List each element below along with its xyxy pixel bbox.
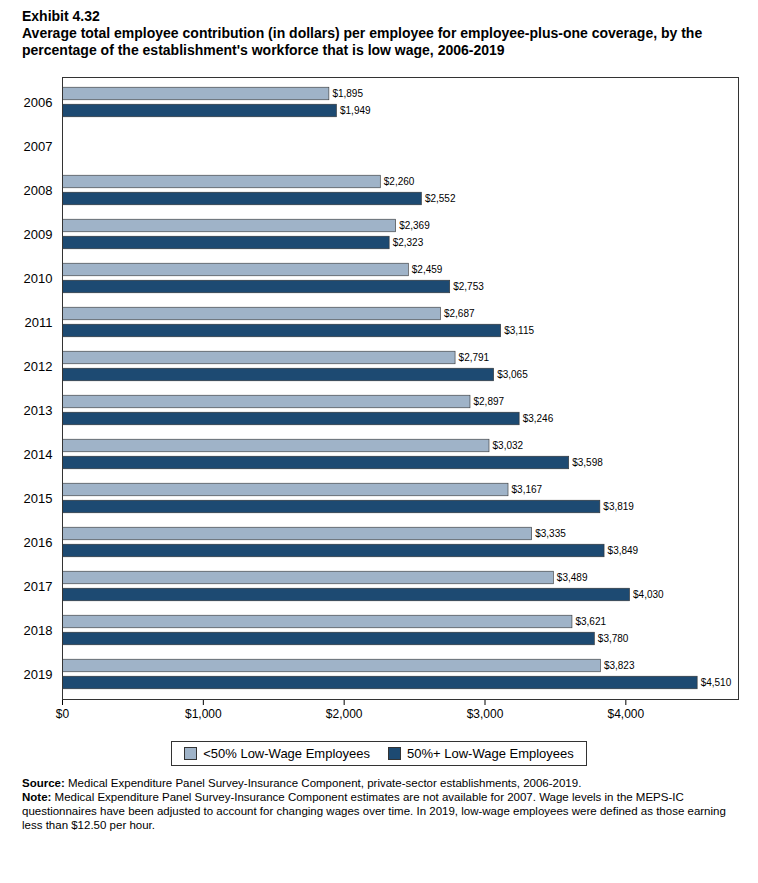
svg-text:$2,552: $2,552: [425, 193, 456, 204]
svg-text:$3,000: $3,000: [467, 707, 504, 721]
svg-text:$3,621: $3,621: [575, 616, 606, 627]
svg-text:2019: 2019: [24, 667, 53, 682]
svg-text:$3,823: $3,823: [604, 660, 635, 671]
svg-text:2015: 2015: [24, 491, 53, 506]
svg-text:$3,780: $3,780: [598, 633, 629, 644]
html-text:Source: Medical Expenditure Pa: Source: Medical Expenditure Panel Survey…: [22, 777, 582, 789]
svg-text:$3,489: $3,489: [557, 572, 588, 583]
svg-text:$4,000: $4,000: [607, 707, 644, 721]
svg-text:$3,849: $3,849: [608, 545, 639, 556]
svg-text:2010: 2010: [24, 271, 53, 286]
svg-text:$2,897: $2,897: [473, 396, 504, 407]
svg-text:$0: $0: [56, 707, 70, 721]
html-text:Exhibit 4.32: Exhibit 4.32: [22, 8, 100, 24]
html-text:Average total employee contrib: Average total employee contribution (in …: [22, 25, 703, 58]
svg-text:2007: 2007: [24, 139, 53, 154]
svg-text:2017: 2017: [24, 579, 53, 594]
svg-text:$3,032: $3,032: [493, 440, 524, 451]
svg-text:$4,030: $4,030: [633, 589, 664, 600]
svg-text:2008: 2008: [24, 183, 53, 198]
svg-text:2006: 2006: [24, 95, 53, 110]
svg-text:$2,791: $2,791: [459, 352, 490, 363]
svg-text:$2,323: $2,323: [393, 237, 424, 248]
svg-text:2012: 2012: [24, 359, 53, 374]
svg-text:$2,687: $2,687: [444, 308, 475, 319]
svg-text:$2,753: $2,753: [453, 281, 484, 292]
svg-text:2016: 2016: [24, 535, 53, 550]
svg-text:2014: 2014: [24, 447, 53, 462]
svg-text:$1,949: $1,949: [340, 105, 371, 116]
svg-text:$1,000: $1,000: [185, 707, 222, 721]
svg-text:$3,335: $3,335: [535, 528, 566, 539]
svg-text:2018: 2018: [24, 623, 53, 638]
svg-text:2013: 2013: [24, 403, 53, 418]
svg-text:$3,065: $3,065: [497, 369, 528, 380]
svg-text:$2,369: $2,369: [399, 220, 430, 231]
svg-text:$3,819: $3,819: [603, 501, 634, 512]
svg-text:$2,000: $2,000: [326, 707, 363, 721]
svg-text:$3,115: $3,115: [504, 325, 534, 336]
svg-text:2009: 2009: [24, 227, 53, 242]
svg-text:$1,895: $1,895: [332, 88, 363, 99]
html-text:<50% Low-Wage Employees: <50% Low-Wage Employees: [203, 746, 370, 761]
svg-text:$4,510: $4,510: [701, 677, 732, 688]
html-text:50%+ Low-Wage Employees: 50%+ Low-Wage Employees: [407, 746, 574, 761]
svg-text:$3,167: $3,167: [512, 484, 543, 495]
svg-text:$2,459: $2,459: [412, 264, 443, 275]
svg-text:2011: 2011: [25, 315, 53, 330]
svg-text:$2,260: $2,260: [384, 176, 415, 187]
svg-text:$3,246: $3,246: [523, 413, 554, 424]
html-text:Note: Medical Expenditure Pane: Note: Medical Expenditure Panel Survey-I…: [22, 791, 726, 831]
svg-text:$3,598: $3,598: [572, 457, 603, 468]
